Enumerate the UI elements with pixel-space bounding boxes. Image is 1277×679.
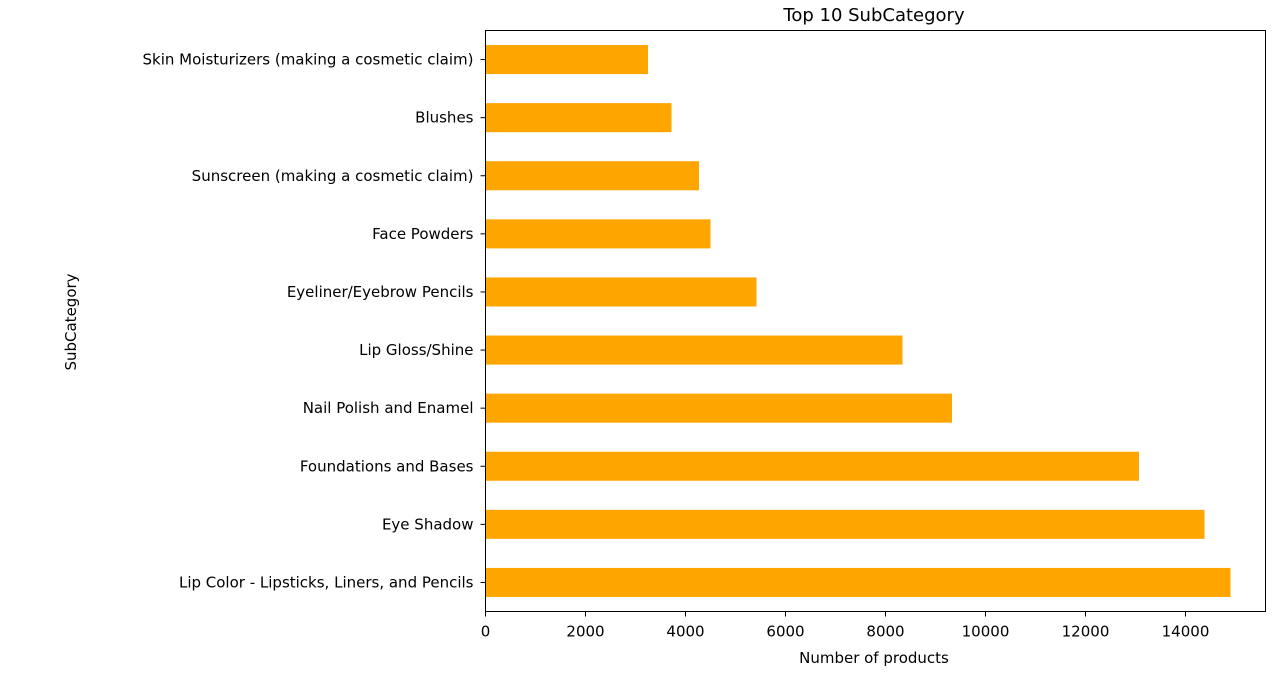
y-tick-label: Nail Polish and Enamel bbox=[303, 399, 474, 417]
x-tick-label: 12000 bbox=[1062, 623, 1110, 641]
x-tick-group: 0 2000 4000 6000 8000 10000 12000 14000 bbox=[481, 611, 1210, 641]
bar bbox=[485, 277, 757, 307]
x-tick-label: 14000 bbox=[1162, 623, 1210, 641]
x-tick-label: 6000 bbox=[766, 623, 804, 641]
y-tick-label: Face Powders bbox=[372, 225, 474, 243]
x-axis-label: Number of products bbox=[799, 649, 949, 667]
y-tick-label: Foundations and Bases bbox=[300, 457, 474, 475]
x-tick-label: 2000 bbox=[566, 623, 604, 641]
bar bbox=[485, 335, 903, 365]
x-tick-label: 0 bbox=[481, 623, 491, 641]
y-tick-group: Lip Color - Lipsticks, Liners, and Penci… bbox=[143, 51, 486, 591]
y-tick-label: Lip Color - Lipsticks, Liners, and Penci… bbox=[179, 573, 474, 591]
x-tick-label: 8000 bbox=[866, 623, 904, 641]
bar bbox=[485, 103, 672, 133]
bar bbox=[485, 567, 1231, 597]
chart-title: Top 10 SubCategory bbox=[782, 5, 965, 26]
y-tick-label: Skin Moisturizers (making a cosmetic cla… bbox=[143, 51, 474, 69]
bar bbox=[485, 451, 1139, 481]
bar bbox=[485, 45, 648, 75]
bar bbox=[485, 161, 699, 191]
bar bbox=[485, 509, 1205, 539]
y-tick-label: Sunscreen (making a cosmetic claim) bbox=[192, 167, 474, 185]
x-tick-label: 4000 bbox=[666, 623, 704, 641]
y-tick-label: Eyeliner/Eyebrow Pencils bbox=[287, 283, 474, 301]
x-tick-label: 10000 bbox=[962, 623, 1010, 641]
plot-frame bbox=[485, 30, 1266, 612]
y-tick-label: Blushes bbox=[415, 109, 474, 127]
y-tick-label: Lip Gloss/Shine bbox=[359, 341, 473, 359]
y-axis-label: SubCategory bbox=[62, 273, 80, 370]
bars-group bbox=[485, 45, 1231, 597]
y-tick-label: Eye Shadow bbox=[382, 515, 474, 533]
bar bbox=[485, 393, 952, 423]
bar bbox=[485, 219, 711, 249]
